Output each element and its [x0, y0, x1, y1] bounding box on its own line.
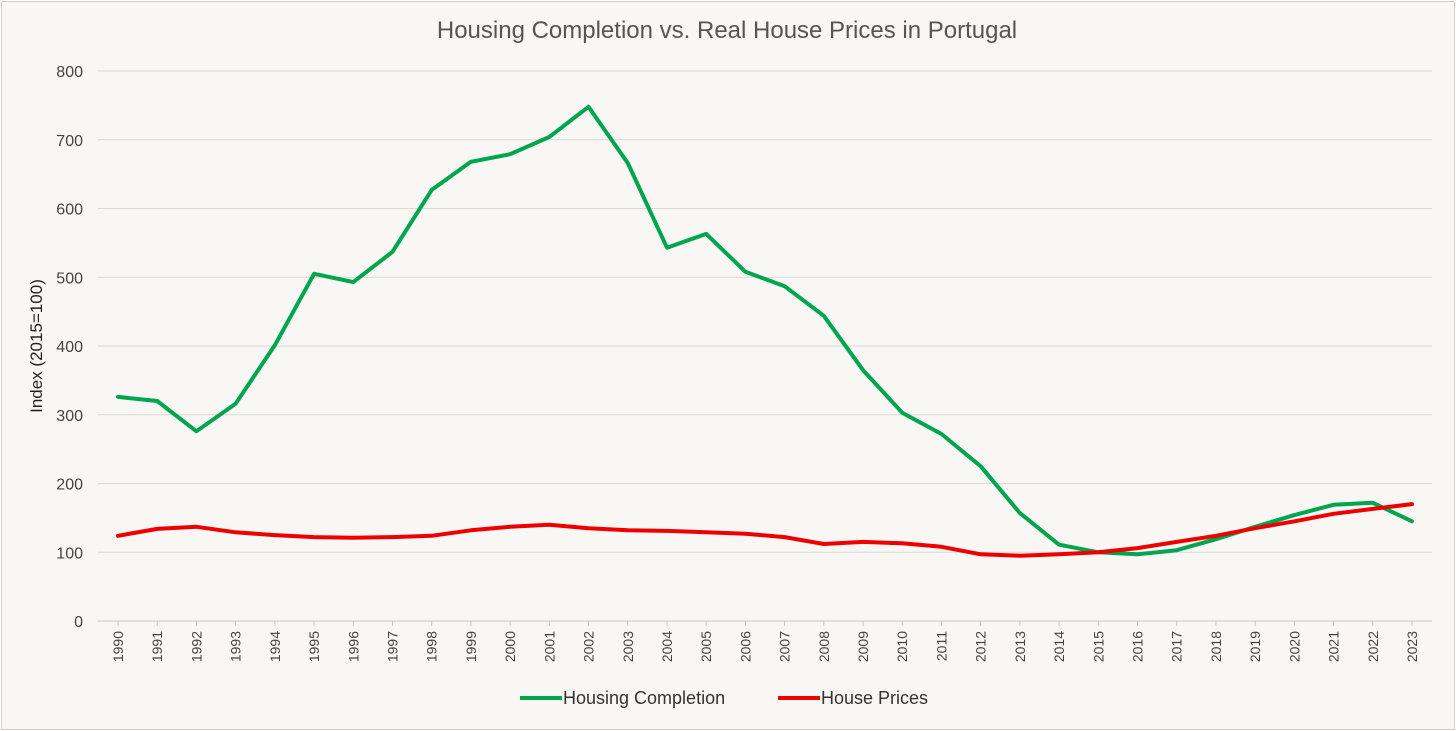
x-tick-label: 1994	[267, 631, 283, 662]
x-tick-label: 2023	[1404, 631, 1420, 662]
y-tick-label: 300	[56, 408, 83, 425]
series-line-housing-completion	[116, 104, 1414, 557]
x-tick-label: 2004	[659, 631, 675, 662]
x-tick-label: 2021	[1326, 631, 1342, 662]
legend-label: House Prices	[821, 688, 928, 708]
x-tick-label: 1995	[306, 631, 322, 662]
x-tick-label: 1999	[463, 631, 479, 662]
x-tick-label: 2007	[777, 631, 793, 662]
x-tick-label: 2000	[502, 631, 518, 662]
x-tick-label: 2016	[1130, 631, 1146, 662]
x-tick-label: 2006	[737, 631, 753, 662]
x-tick-label: 2008	[816, 631, 832, 662]
x-tick-label: 1992	[188, 631, 204, 662]
x-tick-label: 1990	[110, 631, 126, 662]
x-tick-label: 2005	[698, 631, 714, 662]
x-tick-label: 1998	[424, 631, 440, 662]
x-tick-label: 2013	[1012, 631, 1028, 662]
x-tick-label: 1993	[228, 631, 244, 662]
x-tick-label: 2011	[933, 631, 949, 661]
x-tick-label: 2019	[1247, 631, 1263, 662]
x-tick-label: 1996	[345, 631, 361, 662]
x-tick-label: 2010	[894, 631, 910, 662]
y-tick-label: 700	[56, 133, 83, 150]
y-axis-label: Index (2015=100)	[27, 279, 46, 413]
x-tick-label: 2015	[1090, 631, 1106, 662]
y-tick-label: 400	[56, 339, 83, 356]
y-tick-label: 0	[74, 614, 83, 631]
x-tick-label: 2012	[973, 631, 989, 662]
x-tick-label: 2003	[620, 631, 636, 662]
x-tick-label: 2014	[1051, 631, 1067, 662]
x-tick-label: 2020	[1286, 631, 1302, 662]
y-tick-label: 100	[56, 545, 83, 562]
x-tick-label: 2001	[541, 631, 557, 662]
x-tick-label: 2009	[855, 631, 871, 662]
x-tick-label: 2017	[1169, 631, 1185, 662]
y-tick-label: 800	[56, 64, 83, 81]
legend-label: Housing Completion	[563, 688, 725, 708]
y-tick-label: 200	[56, 477, 83, 494]
x-tick-label: 1991	[149, 631, 165, 662]
y-tick-label: 500	[56, 270, 83, 287]
x-tick-label: 2018	[1208, 631, 1224, 662]
series-line-house-prices	[116, 502, 1414, 558]
x-tick-label: 2002	[581, 631, 597, 662]
y-tick-label: 600	[56, 202, 83, 219]
x-tick-label: 2022	[1365, 631, 1381, 662]
chart-title: Housing Completion vs. Real House Prices…	[437, 17, 1017, 44]
x-tick-label: 1997	[384, 631, 400, 662]
